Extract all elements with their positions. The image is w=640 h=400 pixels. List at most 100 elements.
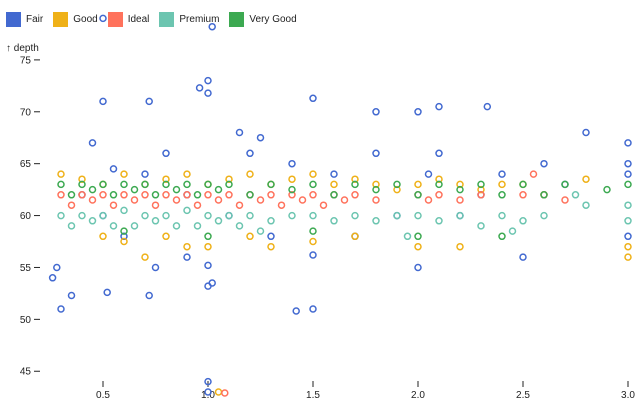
- data-point: [288, 175, 296, 183]
- legend-item-very-good: Very Good: [229, 12, 297, 27]
- data-point: [78, 211, 86, 220]
- data-point: [57, 305, 65, 313]
- x-axis: 0.5 1.0 1.5 2.0 2.5 3.0: [96, 381, 635, 400]
- data-point: [372, 185, 380, 194]
- data-point: [141, 191, 149, 199]
- data-point: [393, 180, 401, 189]
- data-point: [183, 206, 191, 215]
- data-point: [204, 180, 212, 189]
- data-point: [309, 211, 317, 220]
- data-point: [351, 191, 359, 199]
- data-point: [53, 263, 61, 272]
- data-point: [162, 191, 170, 199]
- data-point: [109, 222, 118, 230]
- data-point: [151, 217, 160, 225]
- data-point: [193, 201, 202, 209]
- data-point: [145, 291, 153, 300]
- data-point: [204, 377, 212, 386]
- y-axis: 45 50 55 60 65 70 75: [20, 55, 40, 378]
- legend-item-good: Good: [53, 12, 98, 27]
- data-point: [298, 196, 307, 204]
- x-tick-label: 2.0: [411, 390, 425, 400]
- data-point: [145, 97, 153, 106]
- data-point: [183, 242, 191, 251]
- data-point: [540, 191, 548, 199]
- data-point: [456, 211, 464, 220]
- data-point: [204, 388, 212, 396]
- legend-label: Ideal: [127, 14, 150, 25]
- data-point: [624, 232, 632, 241]
- data-point: [456, 242, 464, 251]
- data-point: [246, 232, 254, 241]
- data-point: [483, 102, 492, 111]
- data-point: [435, 102, 443, 111]
- series-ideal: [57, 170, 569, 397]
- legend-label: Very Good: [249, 14, 297, 25]
- data-point: [235, 201, 244, 209]
- data-point: [309, 180, 317, 189]
- data-point: [582, 201, 590, 209]
- data-point: [120, 232, 128, 241]
- data-point: [109, 191, 118, 199]
- x-tick-label: 0.5: [96, 390, 110, 400]
- data-point: [414, 191, 422, 199]
- data-point: [99, 211, 107, 220]
- data-point: [162, 211, 170, 220]
- data-point: [498, 191, 506, 199]
- data-point: [414, 232, 422, 241]
- legend-item-ideal: Ideal: [107, 12, 150, 27]
- data-point: [120, 237, 128, 246]
- data-point: [67, 201, 76, 209]
- data-point: [624, 170, 632, 178]
- data-point: [57, 180, 65, 189]
- data-point: [214, 185, 223, 194]
- data-point: [624, 201, 632, 209]
- data-point: [277, 201, 286, 209]
- data-point: [477, 180, 485, 189]
- data-point: [88, 196, 97, 204]
- data-points: [48, 14, 632, 397]
- data-point: [120, 227, 128, 235]
- data-point: [162, 232, 170, 241]
- legend-item-fair: Fair: [6, 12, 43, 27]
- data-point: [99, 180, 107, 189]
- data-point: [109, 201, 118, 209]
- data-point: [582, 128, 590, 137]
- data-point: [498, 232, 506, 241]
- data-point: [372, 108, 380, 116]
- data-point: [183, 191, 191, 199]
- y-tick-label: 65: [20, 159, 32, 170]
- data-point: [414, 108, 422, 116]
- data-point: [519, 217, 527, 225]
- data-point: [195, 84, 204, 92]
- data-point: [435, 191, 443, 199]
- data-point: [477, 185, 485, 194]
- data-point: [214, 388, 223, 396]
- series-good: [57, 170, 632, 396]
- data-point: [477, 222, 485, 230]
- data-point: [130, 222, 139, 230]
- data-point: [78, 180, 86, 189]
- legend-label: Premium: [179, 14, 220, 25]
- data-point: [424, 170, 433, 178]
- y-tick-label: 70: [20, 107, 32, 118]
- data-point: [162, 180, 170, 189]
- data-point: [603, 185, 611, 194]
- data-point: [172, 185, 181, 194]
- data-point: [456, 196, 464, 204]
- data-point: [414, 242, 422, 251]
- data-point: [435, 217, 443, 225]
- data-point: [330, 170, 338, 178]
- data-point: [292, 307, 300, 315]
- data-point: [120, 170, 128, 178]
- data-point: [99, 191, 107, 199]
- data-point: [267, 180, 275, 189]
- data-point: [267, 217, 275, 225]
- data-point: [141, 253, 149, 261]
- data-point: [309, 170, 317, 178]
- data-point: [309, 305, 317, 313]
- data-point: [424, 196, 433, 204]
- data-point: [288, 211, 296, 220]
- data-point: [225, 211, 233, 220]
- data-point: [204, 76, 212, 85]
